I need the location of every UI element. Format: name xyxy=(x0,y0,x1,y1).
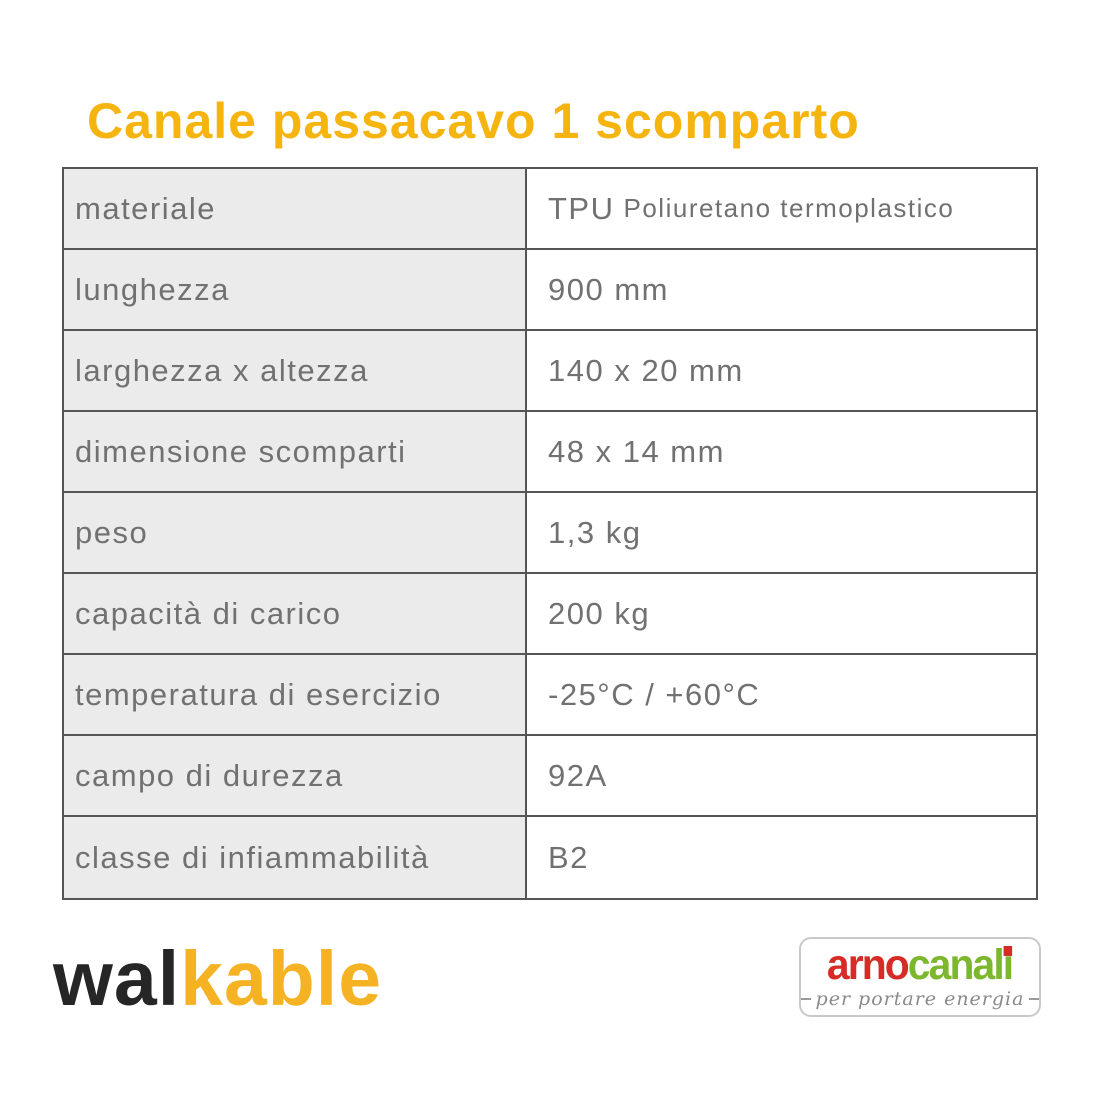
table-row: temperatura di esercizio -25°C / +60°C xyxy=(64,655,1036,736)
walkable-logo-yellow-part: kable xyxy=(180,936,383,1022)
spec-value-cell: 200 kg xyxy=(527,574,1036,653)
table-row: larghezza x altezza 140 x 20 mm xyxy=(64,331,1036,412)
spec-value-cell: B2 xyxy=(527,817,1036,898)
spec-value: 140 x 20 mm xyxy=(548,352,744,388)
spec-value-cell: 140 x 20 mm xyxy=(527,331,1036,410)
spec-value-cell: 48 x 14 mm xyxy=(527,412,1036,491)
spec-table: materiale TPU Poliuretano termoplastico … xyxy=(62,167,1038,900)
table-row: peso 1,3 kg xyxy=(64,493,1036,574)
spec-value-secondary: Poliuretano termoplastico xyxy=(623,193,955,223)
arnocanali-logo: arnocanali per portare energia xyxy=(799,937,1041,1017)
spec-label-cell: classe di infiammabilità xyxy=(64,817,527,898)
spec-value: -25°C / +60°C xyxy=(548,676,761,712)
spec-label-cell: capacità di carico xyxy=(64,574,527,653)
spec-value: 900 mm xyxy=(548,271,669,307)
spec-label-cell: campo di durezza xyxy=(64,736,527,815)
arnocanali-wordmark-red-part: arno xyxy=(827,941,910,989)
arnocanali-i-dot xyxy=(1004,946,1013,956)
table-row: classe di infiammabilità B2 xyxy=(64,817,1036,898)
table-row: campo di durezza 92A xyxy=(64,736,1036,817)
spec-value: 92A xyxy=(548,757,608,793)
arnocanali-wordmark-green-part: canali xyxy=(908,941,1014,989)
spec-value-cell: TPU Poliuretano termoplastico xyxy=(527,169,1036,248)
spec-value-cell: -25°C / +60°C xyxy=(527,655,1036,734)
spec-label-cell: lunghezza xyxy=(64,250,527,329)
table-row: materiale TPU Poliuretano termoplastico xyxy=(64,169,1036,250)
page-title: Canale passacavo 1 scomparto xyxy=(87,93,860,149)
walkable-logo-dark-part: wal xyxy=(53,936,181,1022)
spec-value: 1,3 kg xyxy=(548,514,642,550)
spec-value: 48 x 14 mm xyxy=(548,433,725,469)
spec-value-cell: 92A xyxy=(527,736,1036,815)
spec-label-cell: larghezza x altezza xyxy=(64,331,527,410)
spec-value: B2 xyxy=(548,839,589,875)
spec-value: 200 kg xyxy=(548,595,651,631)
arnocanali-wordmark: arnocanali xyxy=(827,941,1014,989)
spec-label-cell: peso xyxy=(64,493,527,572)
table-row: lunghezza 900 mm xyxy=(64,250,1036,331)
spec-label-cell: materiale xyxy=(64,169,527,248)
tagline-dash-left xyxy=(801,998,811,1000)
table-row: dimensione scomparti 48 x 14 mm xyxy=(64,412,1036,493)
table-row: capacità di carico 200 kg xyxy=(64,574,1036,655)
walkable-logo: walkable xyxy=(53,933,382,1025)
arnocanali-tagline: per portare energia xyxy=(815,988,1025,1010)
spec-value-strong: TPU xyxy=(548,190,615,226)
spec-label-cell: dimensione scomparti xyxy=(64,412,527,491)
spec-value-cell: 1,3 kg xyxy=(527,493,1036,572)
arnocanali-tagline-row: per portare energia xyxy=(801,988,1039,1010)
spec-value-cell: 900 mm xyxy=(527,250,1036,329)
spec-label-cell: temperatura di esercizio xyxy=(64,655,527,734)
tagline-dash-right xyxy=(1029,998,1039,1000)
